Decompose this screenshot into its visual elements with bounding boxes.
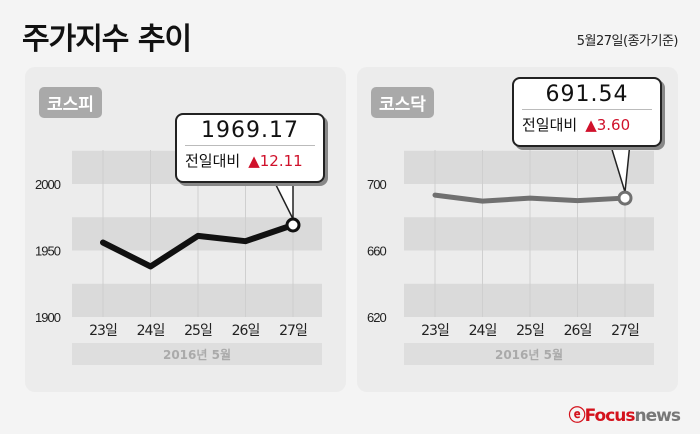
- kosdaq-panel: 620 660 700 23일 24일 25일 26일 27일 2016년 5월 코스닥 691…: [357, 67, 678, 392]
- kosdaq-chart: 620 660 700 23일 24일 25일 26일 27일 2016년 5월: [367, 142, 654, 365]
- kosdaq-badge: 코스닥: [371, 87, 434, 118]
- series-line: [100, 222, 296, 270]
- y-tick-label: 620: [367, 310, 386, 325]
- x-tick-label: 27일: [279, 323, 307, 339]
- kosdaq-callout: 691.54 전일대비 ▲3.60: [512, 77, 662, 147]
- kosdaq-value: 691.54: [522, 82, 652, 110]
- page-title: 주가지수 추이: [22, 22, 192, 57]
- x-tick-label: 24일: [137, 323, 165, 339]
- x-tick-label: 25일: [516, 323, 544, 339]
- kospi-callout: 1969.17 전일대비 ▲12.11: [175, 113, 325, 183]
- x-tick-label: 26일: [564, 323, 592, 339]
- grid-band: [404, 283, 654, 317]
- y-tick-label: 700: [367, 177, 386, 192]
- kosdaq-change-label: 전일대비: [522, 116, 578, 134]
- last-point-marker: [617, 190, 633, 206]
- y-tick-label: 2000: [35, 177, 61, 192]
- kospi-value: 1969.17: [185, 118, 315, 146]
- kospi-change-label: 전일대비: [185, 152, 241, 170]
- date-note: 5월27일(종가기준): [576, 34, 679, 49]
- grid-band: [72, 283, 322, 317]
- x-axis-title-band: [404, 343, 654, 365]
- x-axis-title-band: [72, 343, 322, 365]
- x-tick-label: 26일: [232, 323, 260, 339]
- series-line: [432, 192, 628, 204]
- focusnews-logo: ⓔFocusnews: [568, 406, 681, 426]
- y-tick-label: 1950: [35, 244, 61, 259]
- kospi-change: ▲12.11: [248, 152, 303, 170]
- kosdaq-change: ▲3.60: [585, 116, 631, 134]
- x-tick-label: 27일: [611, 323, 639, 339]
- grid-band: [404, 150, 654, 184]
- x-tick-label: 25일: [184, 323, 212, 339]
- x-tick-label: 23일: [89, 323, 117, 339]
- x-tick-label: 24일: [469, 323, 497, 339]
- kospi-panel: 1900 1950 2000 23일 24일 25일 26일 27일 2016년 5월 코스피 …: [25, 67, 346, 392]
- x-tick-label: 23일: [421, 323, 449, 339]
- y-tick-label: 660: [367, 244, 386, 259]
- x-axis-title: 2016년 5월: [495, 347, 563, 362]
- grid-band: [404, 217, 654, 251]
- y-tick-label: 1900: [35, 310, 61, 325]
- kospi-badge: 코스피: [39, 87, 102, 118]
- last-point-marker: [285, 217, 301, 233]
- x-axis-title: 2016년 5월: [163, 347, 231, 362]
- callout-pointer: [271, 178, 294, 220]
